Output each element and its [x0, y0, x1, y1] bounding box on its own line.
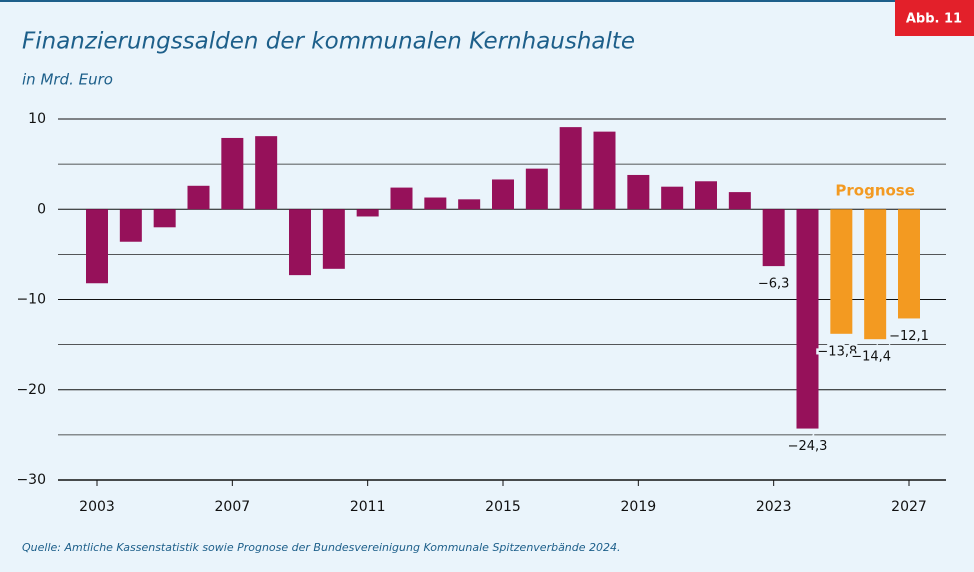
x-tick-label: 2011: [350, 499, 386, 515]
bar: [830, 209, 853, 334]
x-tick-label: 2007: [215, 499, 251, 515]
x-tick-label: 2003: [79, 499, 115, 515]
y-tick-label: −30: [16, 472, 46, 488]
x-tick-label: 2019: [621, 499, 657, 515]
bar: [492, 179, 514, 210]
chart-title: Finanzierungssalden der kommunalen Kernh…: [22, 29, 635, 55]
value-label: −13,8: [817, 344, 857, 359]
value-label: −14,4: [851, 350, 891, 365]
value-label: −6,3: [758, 277, 790, 292]
bar: [119, 209, 142, 242]
bar: [86, 209, 108, 284]
bar: [728, 192, 751, 210]
bar: [593, 131, 616, 210]
y-tick-label: −20: [16, 382, 46, 398]
bar: [458, 199, 481, 210]
bar: [661, 186, 684, 210]
badge-box: [895, 0, 974, 36]
legend-label: Prognose: [835, 182, 915, 200]
y-tick-label: 0: [37, 201, 46, 217]
bar: [221, 137, 244, 210]
x-tick-label: 2027: [891, 499, 927, 515]
bar: [762, 209, 785, 267]
x-tick-label: 2023: [756, 499, 792, 515]
x-tick-label: 2015: [485, 499, 521, 515]
bar: [322, 209, 345, 269]
y-tick-label: −10: [16, 292, 46, 308]
bar: [695, 181, 717, 210]
bar: [898, 209, 920, 319]
bar: [153, 209, 176, 228]
bar: [559, 127, 582, 210]
bar: [390, 187, 413, 210]
badge: Abb. 11: [906, 12, 962, 27]
bar: [255, 136, 278, 210]
bar: [356, 209, 379, 217]
bar: [796, 209, 819, 429]
value-label: −12,1: [889, 329, 929, 344]
source-note: Quelle: Amtliche Kassenstatistik sowie P…: [22, 541, 621, 554]
y-tick-label: 10: [28, 111, 46, 127]
bar: [627, 174, 650, 210]
bar: [424, 197, 447, 210]
chart-subtitle: in Mrd. Euro: [22, 71, 113, 89]
value-label: −24,3: [788, 439, 828, 454]
top-border: [0, 0, 974, 2]
bar: [187, 185, 210, 210]
bar: [289, 209, 311, 276]
bar: [525, 168, 548, 210]
bar: [864, 209, 887, 340]
